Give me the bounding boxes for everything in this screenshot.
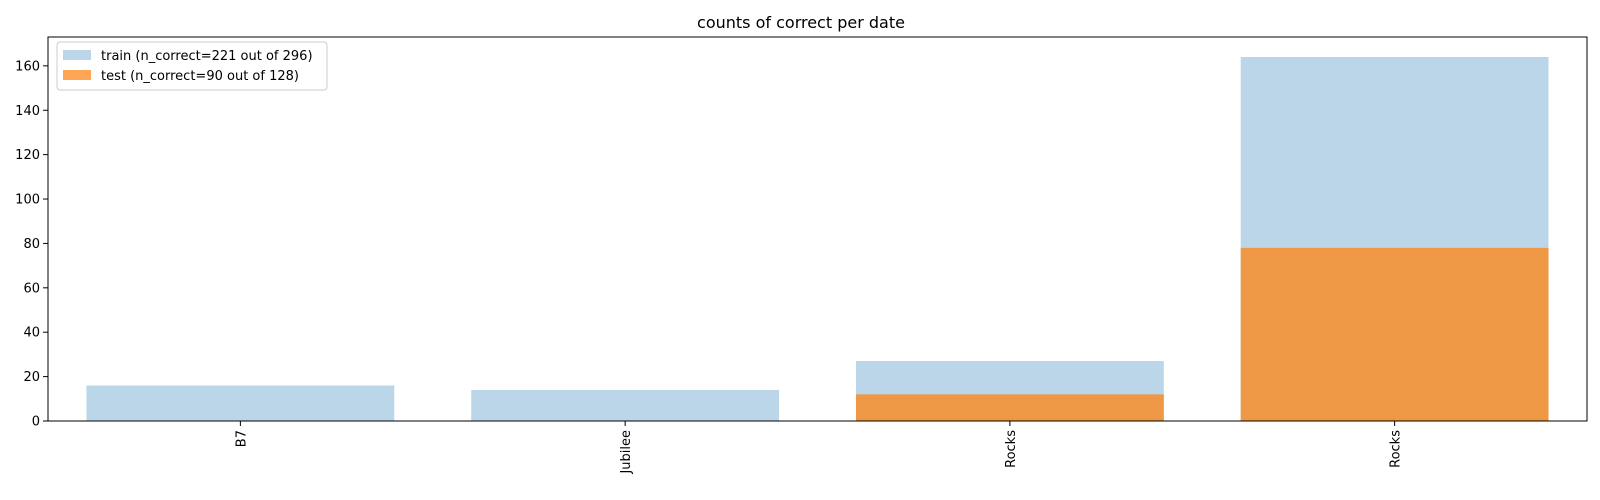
y-axis: 0 20 40 60 80 100 120 140 160 (15, 59, 48, 430)
legend-box (56, 41, 328, 91)
y-tick-label: 100 (15, 193, 40, 208)
y-tick-label: 120 (15, 148, 40, 163)
y-tick-label: 20 (23, 370, 40, 385)
x-axis: B7 Jubilee Rocks Rocks (234, 421, 1404, 475)
legend: train (n_correct=221 out of 296) test (n_… (56, 41, 328, 91)
x-tick-label: Rocks (1389, 430, 1404, 468)
y-tick-label: 60 (23, 281, 40, 296)
bar-train-0 (86, 385, 395, 421)
y-tick-label: 0 (32, 415, 40, 430)
y-tick-label: 80 (23, 237, 40, 252)
y-tick-label: 160 (15, 59, 40, 74)
plot-frame (47, 36, 1588, 422)
legend-label-train: train (n_correct=221 out of 296) (101, 49, 313, 64)
legend-label-test: test (n_correct=90 out of 128) (101, 69, 299, 84)
x-tick-label: Jubilee (619, 430, 634, 475)
bar-test-2 (855, 394, 1164, 421)
y-tick-label: 40 (23, 326, 40, 341)
x-tick-label: B7 (234, 430, 249, 447)
bar-test-3 (1240, 247, 1549, 421)
legend-swatch-test (63, 70, 91, 80)
chart-title: counts of correct per date (697, 13, 905, 32)
bar-train-1 (471, 389, 780, 421)
legend-swatch-train (63, 50, 91, 60)
bars-layer (86, 56, 1549, 421)
x-tick-label: Rocks (1004, 430, 1019, 468)
y-tick-label: 140 (15, 104, 40, 119)
